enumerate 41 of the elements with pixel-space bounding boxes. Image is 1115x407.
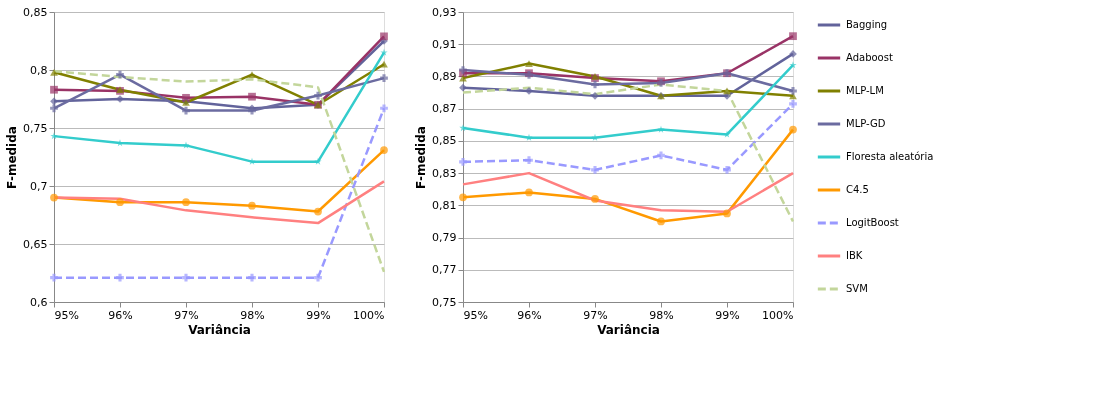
x-tick-label: 98% [240, 308, 265, 322]
y-tick-label: 0,85 [432, 134, 457, 148]
y-tick-label: 0,93 [432, 5, 457, 19]
legend-label: Adaboost [846, 52, 893, 63]
x-tick-label: 98% [649, 308, 674, 322]
x-tick-label: 96% [517, 308, 542, 322]
y-tick-label: 0,89 [432, 69, 457, 83]
y-tick-label: 0,75 [23, 121, 48, 135]
legend-label: LogitBoost [846, 217, 899, 228]
x-tick-label: 95% [463, 308, 488, 322]
legend-label: MLP-GD [846, 118, 886, 129]
y-tick-label: 0,85 [23, 5, 48, 19]
legend-label: Floresta aleatória [846, 151, 934, 162]
y-tick-label: 0,7 [30, 179, 48, 193]
y-axis-title: F-medida [414, 126, 429, 189]
y-tick-label: 0,8 [30, 63, 48, 77]
x-axis-title: Variância [597, 322, 660, 337]
y-tick-label: 0,79 [432, 231, 457, 245]
x-tick-label: 97% [174, 308, 199, 322]
y-axis-title: F-medida [5, 126, 20, 189]
y-tick-label: 0,87 [432, 102, 457, 116]
y-tick-label: 0,83 [432, 166, 457, 180]
y-tick-label: 0,77 [432, 263, 457, 277]
legend-label: Bagging [846, 19, 888, 30]
x-tick-label: 99% [715, 308, 740, 322]
y-tick-label: 0,65 [23, 237, 48, 251]
legend-label: SVM [846, 283, 868, 294]
x-tick-label: 100% [762, 308, 794, 322]
x-tick-label: 99% [306, 308, 331, 322]
x-tick-label: 100% [353, 308, 385, 322]
x-axis-title: Variância [188, 322, 251, 337]
y-tick-label: 0,91 [432, 37, 457, 51]
x-tick-label: 97% [583, 308, 608, 322]
legend-label: C4.5 [846, 184, 869, 195]
y-tick-label: 0,75 [432, 295, 457, 309]
x-tick-label: 96% [108, 308, 133, 322]
x-tick-label: 95% [54, 308, 79, 322]
legend-label: MLP-LM [846, 85, 884, 96]
y-tick-label: 0,81 [432, 198, 457, 212]
y-tick-label: 0,6 [30, 295, 48, 309]
legend-label: IBK [846, 250, 863, 261]
